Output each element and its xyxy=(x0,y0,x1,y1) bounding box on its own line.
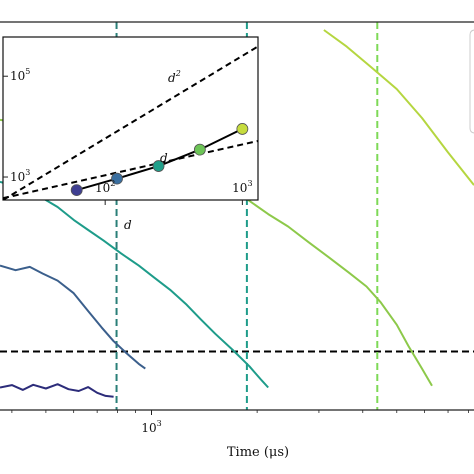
main-x-axis-title: Time (μs) xyxy=(227,445,289,460)
series-line-5 xyxy=(323,29,474,186)
inset-guide-label-1: d2 xyxy=(168,69,181,85)
inset-guide-labels: d2 d xyxy=(160,69,181,165)
inset-point-1 xyxy=(70,184,83,197)
inset-frame xyxy=(2,36,259,201)
series-line-2 xyxy=(0,264,146,370)
inset-point-4 xyxy=(193,143,206,156)
inset-guide-label-2: d xyxy=(160,151,168,165)
inset-points xyxy=(70,123,249,197)
inset-y-tick-label: 105 xyxy=(10,67,30,83)
inset-y-tick-label: 103 xyxy=(10,168,30,184)
inset-x-tick-label: 102 xyxy=(95,179,115,195)
inset-x-tick-label: 103 xyxy=(232,179,252,195)
inset-point-3 xyxy=(152,160,165,172)
inset-point-2 xyxy=(111,172,123,185)
main-x-tick-label: 103 xyxy=(141,419,161,435)
inset-plot: d2 d 102 103 103 105 xyxy=(2,36,259,205)
inset-point-5 xyxy=(236,123,249,135)
main-annotations: d xyxy=(124,218,132,232)
legend-frame-edge xyxy=(469,29,474,134)
inset-guide-lines xyxy=(3,45,258,200)
series-line-3 xyxy=(0,180,269,389)
inset-y-axis: 103 105 xyxy=(3,67,30,184)
series-line-1 xyxy=(0,383,114,398)
main-x-axis: 103 xyxy=(11,410,469,435)
legend-box xyxy=(469,29,474,134)
inset-x-axis: 102 103 xyxy=(95,179,253,205)
main-plot: d 103 Time (μs) xyxy=(0,21,474,460)
main-reference-lines xyxy=(0,22,474,410)
annotation-d: d xyxy=(124,218,132,232)
inset-guide-line-2 xyxy=(3,139,258,200)
